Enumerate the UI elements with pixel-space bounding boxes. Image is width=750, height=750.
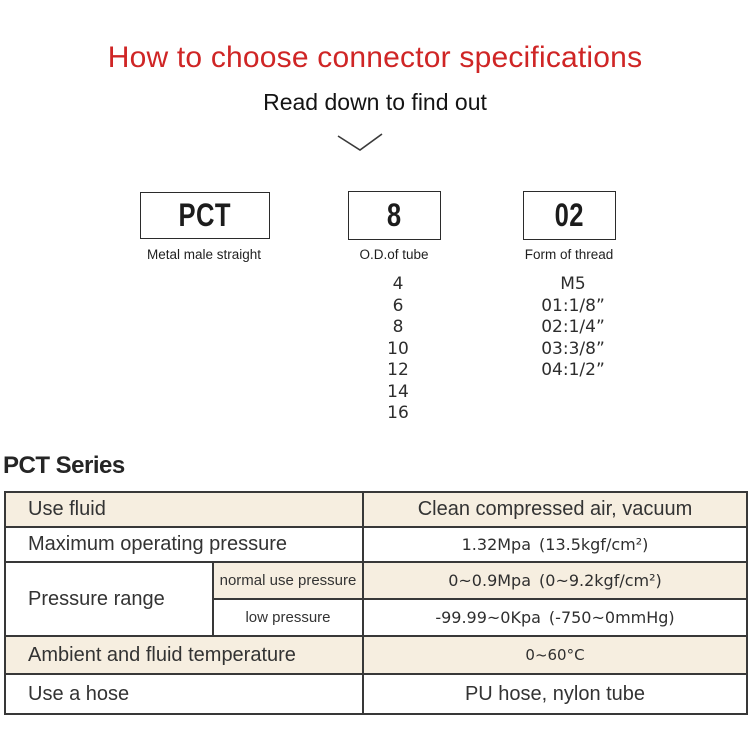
thread-form-options: M5 01:1/8” 02:1/4” 03:3/8” 04:1/2” — [508, 274, 638, 382]
page-title: How to choose connector specifications — [107, 41, 643, 74]
tube-od-option: 6 — [392, 295, 404, 316]
tube-od-option: 12 — [387, 360, 409, 380]
code-box-model: PCT — [140, 192, 270, 239]
tube-od-option: 8 — [392, 317, 404, 337]
code-box-tube-od-text: 8 — [387, 197, 402, 233]
table-row-hose: Use a hose PU hose, nylon tube — [4, 673, 748, 715]
tube-od-option: 16 — [387, 403, 409, 423]
tube-od-options: 4 6 8 10 12 14 16 — [348, 274, 448, 425]
code-box-tube-od-caption: O.D.of tube — [359, 247, 429, 262]
thread-form-option: 04:1/2” — [541, 360, 605, 380]
table-row-max-pressure: Maximum operating pressure 1.32Mpa (13.5… — [4, 526, 748, 563]
spec-value-normal-pressure: 0~0.9Mpa (0~9.2kgf/cm²) — [362, 561, 748, 600]
spec-sublabel-low-pressure: low pressure — [212, 598, 364, 637]
spec-label-use-fluid: Use fluid — [4, 491, 364, 528]
thread-form-option: 01:1/8” — [541, 295, 605, 316]
spec-label-max-pressure: Maximum operating pressure — [4, 526, 364, 563]
series-heading: PCT Series — [3, 452, 125, 479]
thread-form-option: 03:3/8” — [541, 338, 605, 359]
tube-od-option: 14 — [387, 381, 409, 402]
code-box-thread-caption: Form of thread — [524, 247, 614, 262]
spec-value-max-pressure: 1.32Mpa (13.5kgf/cm²) — [362, 526, 748, 563]
spec-sublabel-normal-pressure: normal use pressure — [212, 561, 364, 600]
page-subtitle: Read down to find out — [263, 89, 487, 115]
spec-table: Use fluid Clean compressed air, vacuum M… — [4, 491, 748, 715]
table-row-pressure-normal: Pressure range normal use pressure 0~0.9… — [4, 561, 748, 637]
code-box-tube-od: 8 — [348, 191, 441, 240]
thread-form-option: 02:1/4” — [541, 317, 605, 337]
spec-label-pressure-range: Pressure range — [4, 561, 214, 637]
spec-value-use-fluid: Clean compressed air, vacuum — [362, 491, 748, 528]
code-box-model-text: PCT — [178, 197, 232, 233]
spec-label-hose: Use a hose — [4, 673, 364, 715]
table-row-pressure-low: low pressure -99.99~0Kpa (-750~0mmHg) — [5, 598, 748, 637]
spec-label-temperature: Ambient and fluid temperature — [4, 635, 364, 675]
table-row-temperature: Ambient and fluid temperature 0~60°C — [4, 635, 748, 675]
spec-value-low-pressure: -99.99~0Kpa (-750~0mmHg) — [362, 598, 748, 637]
tube-od-option: 4 — [392, 274, 404, 294]
thread-form-option: M5 — [560, 274, 586, 294]
table-row-use-fluid: Use fluid Clean compressed air, vacuum — [4, 491, 748, 528]
code-box-model-caption: Metal male straight — [146, 247, 262, 262]
code-box-thread-text: 02 — [554, 197, 585, 233]
chevron-down-icon — [337, 133, 383, 151]
tube-od-option: 10 — [387, 338, 409, 359]
spec-value-hose: PU hose, nylon tube — [362, 673, 748, 715]
spec-value-temperature: 0~60°C — [362, 635, 748, 675]
code-box-thread: 02 — [523, 191, 616, 240]
